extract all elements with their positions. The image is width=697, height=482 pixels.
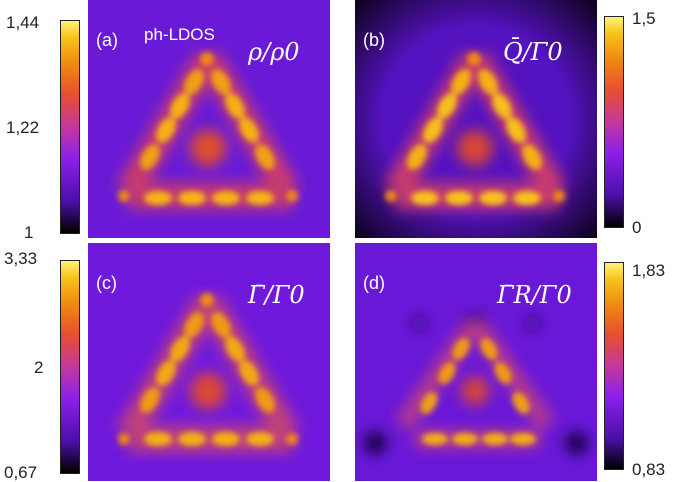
panel-b-quantity: Q̄/Γ0 (503, 38, 563, 66)
panel-a-label: (a) (96, 30, 118, 50)
panel-c-quantity: Γ̄/Γ0 (247, 281, 305, 309)
colorbar-c (60, 260, 80, 474)
panel-d-map: (d) Γ̄R/Γ0 (355, 243, 597, 481)
panel-c-map: (c) Γ̄/Γ0 (88, 243, 330, 481)
panel-b-map: (b) Q̄/Γ0 (355, 0, 597, 238)
panel-c-hotspots (118, 293, 298, 446)
colorbar-b (604, 16, 624, 228)
colorbar-b-tick-min: 0 (632, 218, 642, 237)
colorbar-d (604, 262, 624, 470)
colorbar-a-tick-mid: 1,22 (6, 118, 40, 137)
panel-d-hotspots (420, 338, 536, 445)
panel-b-label: (b) (363, 30, 385, 50)
colorbar-c-tick-max: 3,33 (4, 249, 38, 268)
colorbar-a-tick-max: 1,44 (6, 13, 40, 32)
colorbar-a (60, 20, 80, 234)
panel-d-label: (d) (363, 273, 385, 293)
panel-a-hotspots (118, 52, 298, 205)
colorbar-b-tick-max: 1,5 (632, 9, 656, 28)
colorbar-c-tick-min: 0,67 (4, 463, 38, 482)
panel-c-label: (c) (96, 273, 117, 293)
colorbar-d-tick-min: 0,83 (632, 460, 666, 479)
panel-b-hotspots (385, 52, 565, 205)
colorbar-c-tick-mid: 2 (34, 358, 44, 377)
colorbar-a-tick-min: 1 (24, 223, 34, 242)
colorbar-d-tick-max: 1,83 (632, 261, 666, 280)
panel-a-extra-label: ph-LDOS (144, 25, 215, 44)
panel-a-quantity: ρ/ρ0 (247, 38, 300, 66)
panel-a-map: (a) ph-LDOS ρ/ρ0 (88, 0, 330, 238)
panel-d-quantity: Γ̄R/Γ0 (496, 281, 572, 309)
